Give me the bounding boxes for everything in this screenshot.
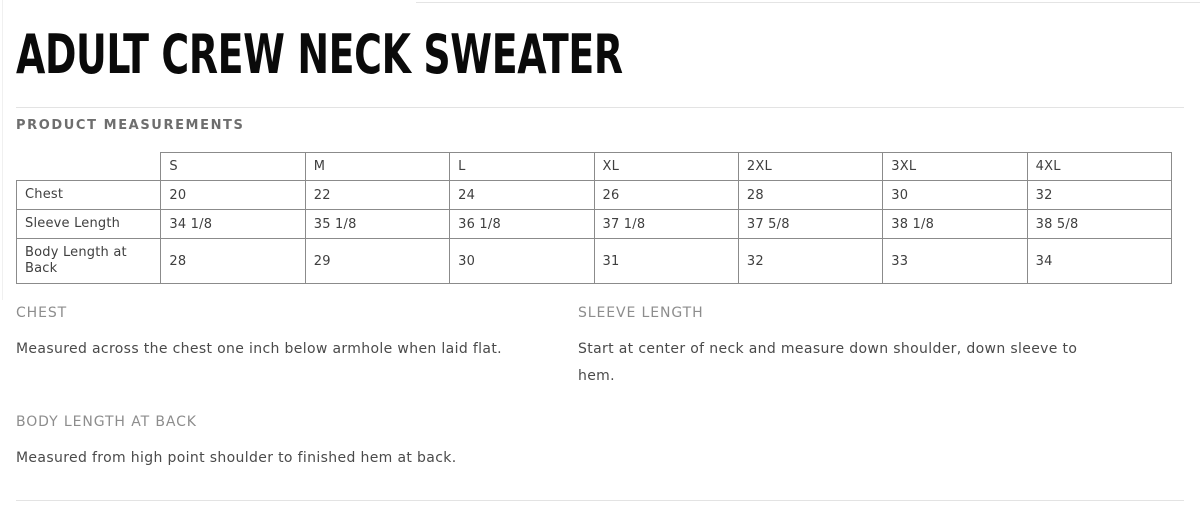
cell-body-l: 30 [449,238,595,284]
cell-sleeve-2xl: 37 5/8 [737,209,884,239]
description-label-chest: CHEST [16,305,68,321]
cell-body-3xl: 33 [882,238,1028,284]
description-chest: CHEST Measured across the chest one inch… [16,303,536,363]
product-measurements-table: S M L XL 2XL 3XL 4XL Chest 20 22 24 26 2… [15,152,1173,284]
cell-chest-l: 24 [449,180,595,210]
size-header-3xl: 3XL [882,152,1028,181]
cell-sleeve-s: 34 1/8 [160,209,306,239]
row-label-sleeve-length: Sleeve Length [15,209,162,239]
cell-chest-m: 22 [304,180,451,210]
size-header-l: L [449,152,595,181]
size-header-4xl: 4XL [1026,152,1173,181]
bottom-section-divider [16,500,1184,501]
cell-body-xl: 31 [593,238,739,284]
size-header-2xl: 2XL [737,152,884,181]
page-title: ADULT CREW NECK SWEATER [16,23,623,86]
cell-chest-s: 20 [160,180,306,210]
cell-body-2xl: 32 [737,238,884,284]
table-header-row: S M L XL 2XL 3XL 4XL [17,152,1173,181]
top-section-divider [16,107,1184,108]
table-row: Body Length at Back 28 29 30 31 32 33 34 [15,238,1173,284]
size-header-xl: XL [593,152,739,181]
left-edge-hairline-decoration [2,0,3,300]
cell-chest-2xl: 28 [737,180,884,210]
description-text-sleeve-length: Start at center of neck and measure down… [578,341,1078,384]
cell-body-4xl: 34 [1026,238,1173,284]
table-corner-cell [17,153,161,181]
cell-sleeve-3xl: 38 1/8 [882,209,1028,239]
cell-chest-xl: 26 [593,180,739,210]
cell-sleeve-m: 35 1/8 [304,209,451,239]
row-label-body-length-at-back: Body Length at Back [15,238,162,284]
cell-chest-4xl: 32 [1026,180,1173,210]
description-body-length-at-back: BODY LENGTH AT BACK Measured from high p… [16,412,536,472]
row-label-chest: Chest [15,180,162,210]
description-sleeve-length: SLEEVE LENGTH Start at center of neck an… [578,303,1098,390]
description-label-body-length-at-back: BODY LENGTH AT BACK [16,414,197,430]
table-row: Chest 20 22 24 26 28 30 32 [15,180,1173,210]
size-header-m: M [304,152,451,181]
description-text-chest: Measured across the chest one inch below… [16,341,502,357]
cell-sleeve-4xl: 38 5/8 [1026,209,1173,239]
table-row: Sleeve Length 34 1/8 35 1/8 36 1/8 37 1/… [15,209,1173,239]
cell-sleeve-xl: 37 1/8 [593,209,739,239]
product-measurements-heading: PRODUCT MEASUREMENTS [16,118,245,133]
description-text-body-length-at-back: Measured from high point shoulder to fin… [16,450,457,466]
cell-sleeve-l: 36 1/8 [449,209,595,239]
size-header-s: S [160,152,306,181]
description-label-sleeve-length: SLEEVE LENGTH [578,305,704,321]
cell-body-m: 29 [304,238,451,284]
top-hairline-decoration [416,2,1200,3]
cell-body-s: 28 [160,238,306,284]
cell-chest-3xl: 30 [882,180,1028,210]
